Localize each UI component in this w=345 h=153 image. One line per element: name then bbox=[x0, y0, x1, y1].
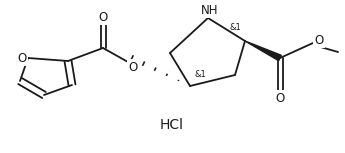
Text: O: O bbox=[275, 91, 285, 104]
Text: NH: NH bbox=[201, 4, 219, 17]
Text: HCl: HCl bbox=[160, 118, 184, 132]
Text: O: O bbox=[314, 34, 324, 47]
Text: O: O bbox=[17, 52, 27, 65]
Text: &1: &1 bbox=[194, 69, 206, 78]
Text: O: O bbox=[128, 60, 138, 73]
Polygon shape bbox=[245, 41, 281, 61]
Text: O: O bbox=[98, 11, 108, 24]
Text: &1: &1 bbox=[229, 22, 241, 32]
